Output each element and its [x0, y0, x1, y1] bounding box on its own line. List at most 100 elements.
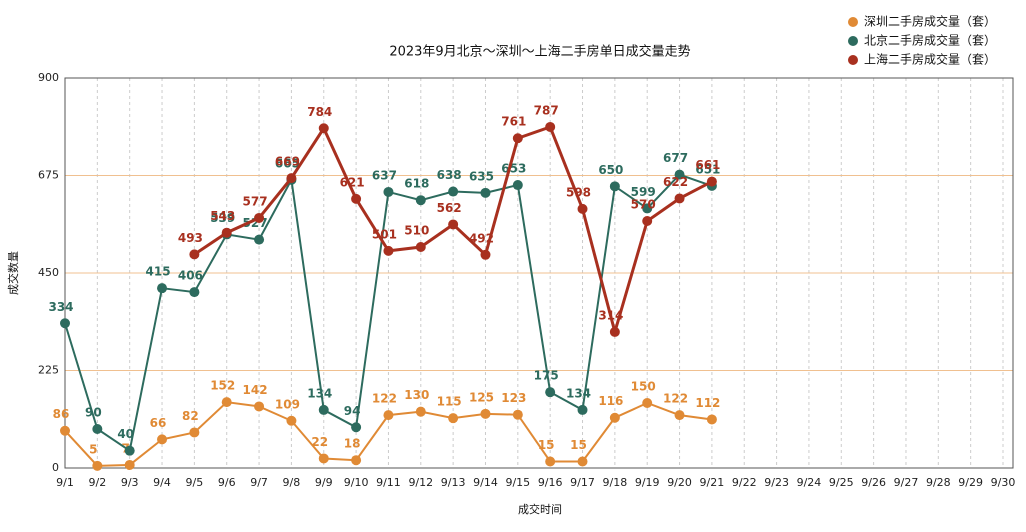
- x-tick-label: 9/12: [408, 476, 433, 489]
- data-label: 134: [566, 386, 591, 400]
- data-point: [221, 227, 232, 238]
- plot-frame: [64, 77, 1014, 469]
- data-label: 406: [178, 269, 203, 283]
- data-label: 562: [437, 201, 462, 215]
- data-point: [383, 186, 394, 197]
- x-tick-label: 9/23: [764, 476, 789, 489]
- data-point: [318, 123, 329, 134]
- data-label: 618: [404, 177, 429, 191]
- data-label: 86: [53, 407, 70, 421]
- data-label: 5: [89, 442, 97, 456]
- data-point: [286, 173, 297, 184]
- x-tick-label: 9/1: [56, 476, 74, 489]
- data-label: 665: [275, 156, 300, 170]
- data-label: 669: [275, 155, 300, 169]
- x-tick-label: 9/30: [991, 476, 1016, 489]
- x-tick-label: 9/20: [667, 476, 692, 489]
- data-label: 539: [210, 211, 235, 225]
- x-tick-label: 9/10: [344, 476, 369, 489]
- x-tick-label: 9/15: [505, 476, 530, 489]
- data-label: 650: [598, 163, 623, 177]
- data-label: 15: [570, 438, 587, 452]
- x-tick-label: 9/17: [570, 476, 595, 489]
- data-point: [60, 425, 70, 436]
- data-point: [674, 169, 685, 180]
- data-label: 638: [437, 168, 462, 182]
- data-label: 109: [275, 397, 300, 411]
- y-tick-label: 675: [38, 169, 59, 182]
- data-point: [512, 133, 523, 144]
- y-tick-label: 225: [38, 364, 59, 377]
- data-label: 40: [117, 427, 134, 441]
- data-point: [674, 193, 685, 204]
- data-label: 314: [598, 308, 623, 322]
- x-tick-label: 9/21: [700, 476, 725, 489]
- data-label: 492: [469, 231, 494, 245]
- data-point: [60, 318, 70, 329]
- y-axis-label: 成交数量: [6, 251, 20, 295]
- data-label: 152: [210, 379, 235, 393]
- x-tick-label: 9/8: [283, 476, 301, 489]
- x-tick-label: 9/14: [473, 476, 498, 489]
- x-tick-label: 9/11: [376, 476, 401, 489]
- data-label: 66: [150, 416, 167, 430]
- data-label: 510: [404, 224, 429, 238]
- x-tick-label: 9/6: [218, 476, 236, 489]
- data-point: [157, 283, 168, 294]
- legend-label: 北京二手房成交量（套）: [864, 33, 996, 48]
- data-label: 677: [663, 151, 688, 165]
- x-tick-label: 9/4: [153, 476, 171, 489]
- data-point: [642, 203, 653, 214]
- data-point: [577, 404, 588, 415]
- data-point: [609, 181, 620, 192]
- data-point: [254, 234, 265, 245]
- data-point: [448, 219, 459, 230]
- data-label: 622: [663, 175, 688, 189]
- legend-marker: [848, 55, 858, 65]
- data-point: [124, 445, 135, 456]
- data-point: [480, 408, 491, 419]
- data-label: 621: [340, 175, 365, 189]
- data-point: [92, 424, 103, 434]
- data-point: [221, 397, 232, 408]
- chart-title: 2023年9月北京～深圳～上海二手房单日成交量走势: [389, 44, 690, 60]
- x-tick-label: 9/13: [441, 476, 466, 489]
- data-point: [480, 249, 491, 260]
- data-label: 116: [598, 394, 623, 408]
- data-point: [383, 410, 394, 421]
- data-label: 175: [534, 369, 559, 383]
- data-label: 90: [85, 406, 102, 420]
- data-label: 543: [210, 209, 235, 223]
- data-label: 415: [146, 265, 171, 279]
- data-label: 123: [501, 391, 526, 405]
- x-tick-label: 9/28: [926, 476, 951, 489]
- legend-marker: [848, 17, 858, 27]
- data-point: [415, 195, 426, 206]
- data-label: 122: [372, 392, 397, 406]
- data-point: [415, 242, 426, 252]
- y-tick-label: 0: [52, 461, 59, 474]
- data-point: [448, 413, 459, 424]
- data-point: [642, 216, 653, 226]
- data-label: 130: [404, 388, 429, 402]
- data-point: [512, 180, 523, 191]
- legend-label: 上海二手房成交量（套）: [864, 52, 996, 67]
- data-label: 784: [307, 105, 332, 119]
- data-point: [512, 409, 523, 420]
- data-point: [189, 287, 200, 298]
- data-point: [674, 410, 685, 421]
- data-label: 122: [663, 392, 688, 406]
- data-label: 125: [469, 390, 494, 404]
- data-point: [609, 412, 620, 423]
- data-point: [189, 249, 200, 260]
- data-point: [577, 203, 588, 214]
- data-label: 493: [178, 231, 203, 245]
- data-point: [124, 459, 135, 470]
- x-tick-label: 9/7: [250, 476, 268, 489]
- x-tick-label: 9/27: [894, 476, 919, 489]
- x-tick-label: 9/16: [538, 476, 563, 489]
- data-label: 570: [631, 198, 656, 212]
- data-label: 787: [534, 103, 559, 117]
- data-point: [351, 422, 362, 433]
